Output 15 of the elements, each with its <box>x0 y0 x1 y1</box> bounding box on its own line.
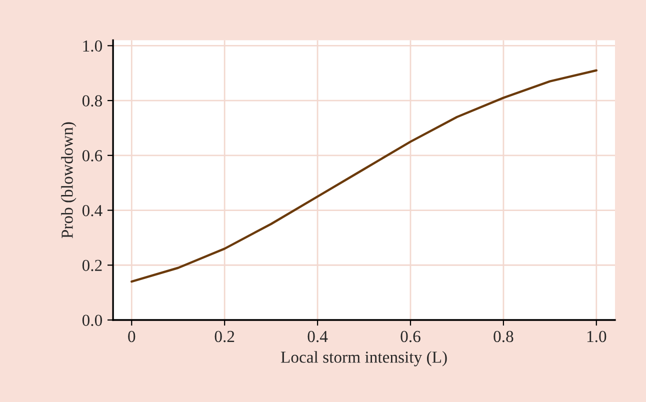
y-axis-title: Prob (blowdown) <box>61 122 76 238</box>
y-tick-label: 0.6 <box>82 150 102 162</box>
y-tick-label: 0.8 <box>82 95 102 107</box>
x-tick-label: 1.0 <box>587 330 606 342</box>
y-tick-label: 0.0 <box>82 314 102 326</box>
x-tick-label: 0.8 <box>494 330 514 342</box>
x-tick-label: 0.4 <box>308 330 328 342</box>
x-tick-label: 0 <box>128 330 136 342</box>
y-tick-label: 0.4 <box>82 204 102 216</box>
line-series <box>130 69 598 283</box>
y-tick-label: 0.2 <box>82 260 102 272</box>
y-tick-label: 1.0 <box>83 40 102 52</box>
x-tick-label: 0.2 <box>214 330 234 342</box>
x-tick-label: 0.6 <box>400 330 420 342</box>
x-axis-title: Local storm intensity (L) <box>280 351 447 366</box>
